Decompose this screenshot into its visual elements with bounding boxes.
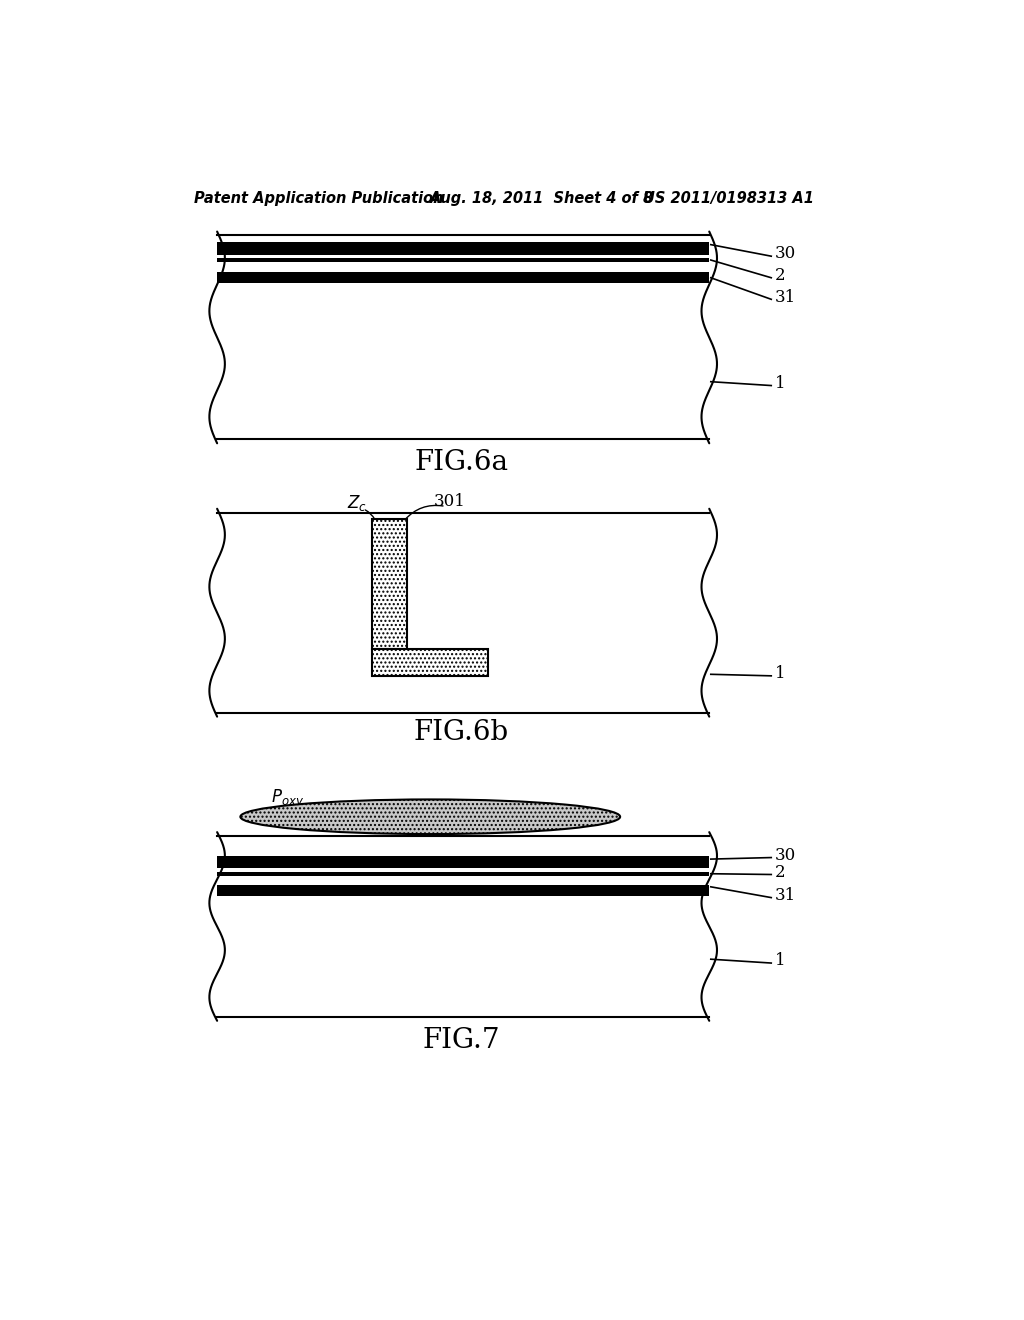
Bar	[217, 857, 710, 869]
Text: FIG.6a: FIG.6a	[415, 449, 508, 477]
Bar	[217, 873, 710, 876]
Ellipse shape	[241, 800, 621, 834]
Text: 1: 1	[775, 375, 785, 392]
Text: Aug. 18, 2011  Sheet 4 of 8: Aug. 18, 2011 Sheet 4 of 8	[430, 191, 654, 206]
Bar	[217, 242, 710, 255]
Text: 30: 30	[775, 846, 797, 863]
Text: Patent Application Publication: Patent Application Publication	[194, 191, 443, 206]
Bar	[217, 272, 710, 284]
Bar	[372, 519, 407, 649]
Bar	[217, 257, 710, 263]
Text: $Z_c$: $Z_c$	[347, 494, 367, 513]
Text: 301: 301	[434, 492, 466, 510]
Bar	[217, 235, 710, 440]
Text: 31: 31	[775, 289, 797, 305]
Text: $P_{oxy}$: $P_{oxy}$	[271, 788, 304, 810]
Bar	[217, 512, 710, 713]
Bar	[217, 886, 710, 896]
Text: 30: 30	[775, 246, 797, 263]
Text: FIG.6b: FIG.6b	[414, 718, 509, 746]
Text: 1: 1	[775, 665, 785, 682]
Text: 1: 1	[775, 952, 785, 969]
Text: 2: 2	[775, 863, 785, 880]
Text: 2: 2	[775, 267, 785, 284]
Text: US 2011/0198313 A1: US 2011/0198313 A1	[643, 191, 814, 206]
Text: 31: 31	[775, 887, 797, 904]
Text: FIG.7: FIG.7	[423, 1027, 500, 1053]
Bar	[372, 649, 488, 676]
Bar	[217, 836, 710, 1016]
